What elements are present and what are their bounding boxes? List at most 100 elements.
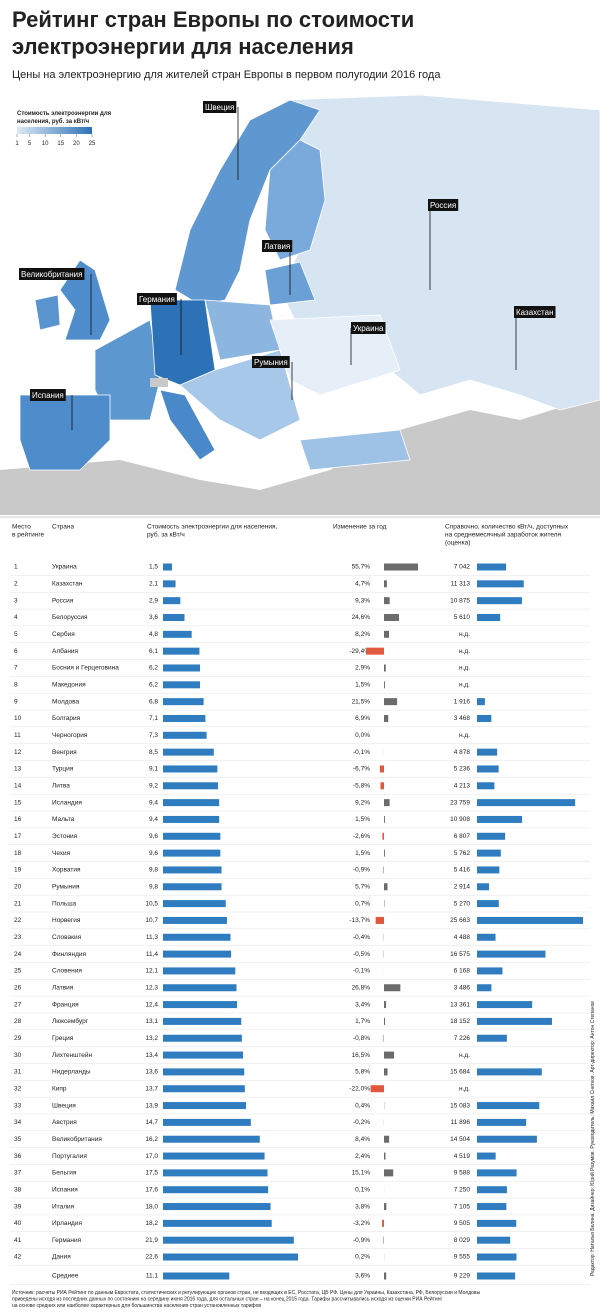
- rank: 32: [14, 1085, 22, 1092]
- kwh-bar: [477, 916, 583, 924]
- price-label: 9,4: [149, 799, 158, 806]
- price-bar: [163, 647, 200, 655]
- kwh-bar: [477, 1186, 507, 1194]
- change-label: -3,2%: [353, 1220, 370, 1227]
- change-bar: [384, 1068, 388, 1076]
- rank: 36: [14, 1153, 22, 1160]
- rank: 5: [14, 631, 18, 638]
- price-bar: [163, 1219, 272, 1227]
- price-bar: [163, 1034, 242, 1042]
- rank: 2: [14, 581, 18, 588]
- legend-title: населения, руб. за кВт/ч: [17, 118, 90, 125]
- change-label: 15,1%: [352, 1170, 371, 1177]
- price-bar: [163, 1051, 244, 1059]
- rank: 28: [14, 1018, 22, 1025]
- price-bar: [163, 1169, 268, 1177]
- change-label: -0,2%: [353, 1119, 370, 1126]
- price-label: 13,6: [145, 1069, 158, 1076]
- price-bar: [163, 1135, 260, 1143]
- kwh-label: н.д.: [459, 682, 470, 689]
- map-label-box: [514, 306, 556, 318]
- rank: 29: [14, 1035, 22, 1042]
- country: Казахстан: [52, 581, 83, 588]
- price-bar: [163, 782, 218, 790]
- legend-tick-label: 5: [28, 141, 32, 147]
- country: Среднее: [52, 1273, 79, 1280]
- kwh-bar: [477, 950, 546, 958]
- price-bar: [163, 613, 185, 621]
- change-label: 1,5%: [355, 682, 370, 689]
- price-bar: [163, 1068, 245, 1076]
- price-label: 2,1: [149, 581, 158, 588]
- kwh-bar: [477, 849, 501, 857]
- kwh-bar: [477, 563, 507, 571]
- kwh-bar: [477, 1118, 527, 1126]
- rank: 9: [14, 698, 18, 705]
- map-label-box: [262, 240, 293, 252]
- kwh-label: 14 504: [450, 1136, 470, 1143]
- kwh-label: 9 229: [454, 1273, 471, 1280]
- change-label: 0,0%: [355, 732, 370, 739]
- change-label: -0,4%: [353, 934, 370, 941]
- kwh-label: 5 236: [454, 766, 471, 773]
- kwh-bar: [477, 1068, 542, 1076]
- change-bar: [380, 782, 384, 790]
- change-bar: [384, 597, 390, 605]
- legend-tick-label: 25: [89, 141, 96, 147]
- column-header: на среднемесячный заработок жителя: [445, 531, 562, 539]
- rank: 15: [14, 799, 22, 806]
- country: Латвия: [52, 984, 74, 991]
- rank: 16: [14, 816, 22, 823]
- country-germany: [149, 299, 216, 386]
- price-bar: [163, 748, 214, 756]
- kwh-bar: [477, 799, 576, 807]
- kwh-bar: [477, 1219, 517, 1227]
- country: Италия: [52, 1203, 75, 1210]
- change-label: 8,4%: [355, 1136, 370, 1143]
- change-label: 1,5%: [355, 850, 370, 857]
- map-label: Испания: [32, 391, 64, 400]
- map-label: Румыния: [254, 358, 288, 367]
- kwh-bar: [477, 714, 492, 722]
- price-label: 1,5: [149, 564, 158, 571]
- kwh-bar: [477, 866, 500, 874]
- kwh-label: 5 762: [454, 850, 471, 857]
- change-bar: [375, 916, 384, 924]
- change-label: 3,8%: [355, 1203, 370, 1210]
- price-bar: [163, 1236, 294, 1244]
- price-label: 9,2: [149, 783, 158, 790]
- price-bar: [163, 765, 218, 773]
- map-label-box: [137, 293, 177, 305]
- kwh-bar: [477, 883, 490, 891]
- change-label: -5,8%: [353, 783, 370, 790]
- rank: 25: [14, 968, 22, 975]
- map-label-box: [30, 389, 66, 401]
- price-bar: [163, 698, 204, 706]
- country: Португалия: [52, 1153, 87, 1160]
- column-header: (оценка): [445, 540, 470, 547]
- change-bar: [384, 1203, 387, 1211]
- country-italy: [159, 389, 216, 461]
- country: Албания: [52, 647, 79, 655]
- kwh-bar: [477, 900, 499, 908]
- kwh-label: 6 807: [454, 833, 471, 840]
- rank: 30: [14, 1052, 22, 1059]
- rank: 23: [14, 934, 22, 941]
- kwh-label: н.д.: [459, 732, 470, 739]
- kwh-label: 4 519: [454, 1153, 471, 1160]
- change-label: -0,9%: [353, 1237, 370, 1244]
- price-bar: [163, 1272, 230, 1280]
- kwh-label: 3 468: [454, 715, 471, 722]
- country: Россия: [52, 597, 74, 604]
- change-label: 1,5%: [355, 816, 370, 823]
- change-label: 6,9%: [355, 715, 370, 722]
- kwh-label: 9 588: [454, 1170, 471, 1177]
- change-label: -0,8%: [353, 1035, 370, 1042]
- change-label: 4,7%: [355, 581, 370, 588]
- map-label-box: [19, 268, 85, 280]
- kwh-bar: [477, 1135, 537, 1143]
- price-label: 14,7: [145, 1119, 158, 1126]
- country: Болгария: [52, 715, 81, 722]
- price-label: 21,9: [145, 1237, 158, 1244]
- change-bar: [384, 613, 400, 621]
